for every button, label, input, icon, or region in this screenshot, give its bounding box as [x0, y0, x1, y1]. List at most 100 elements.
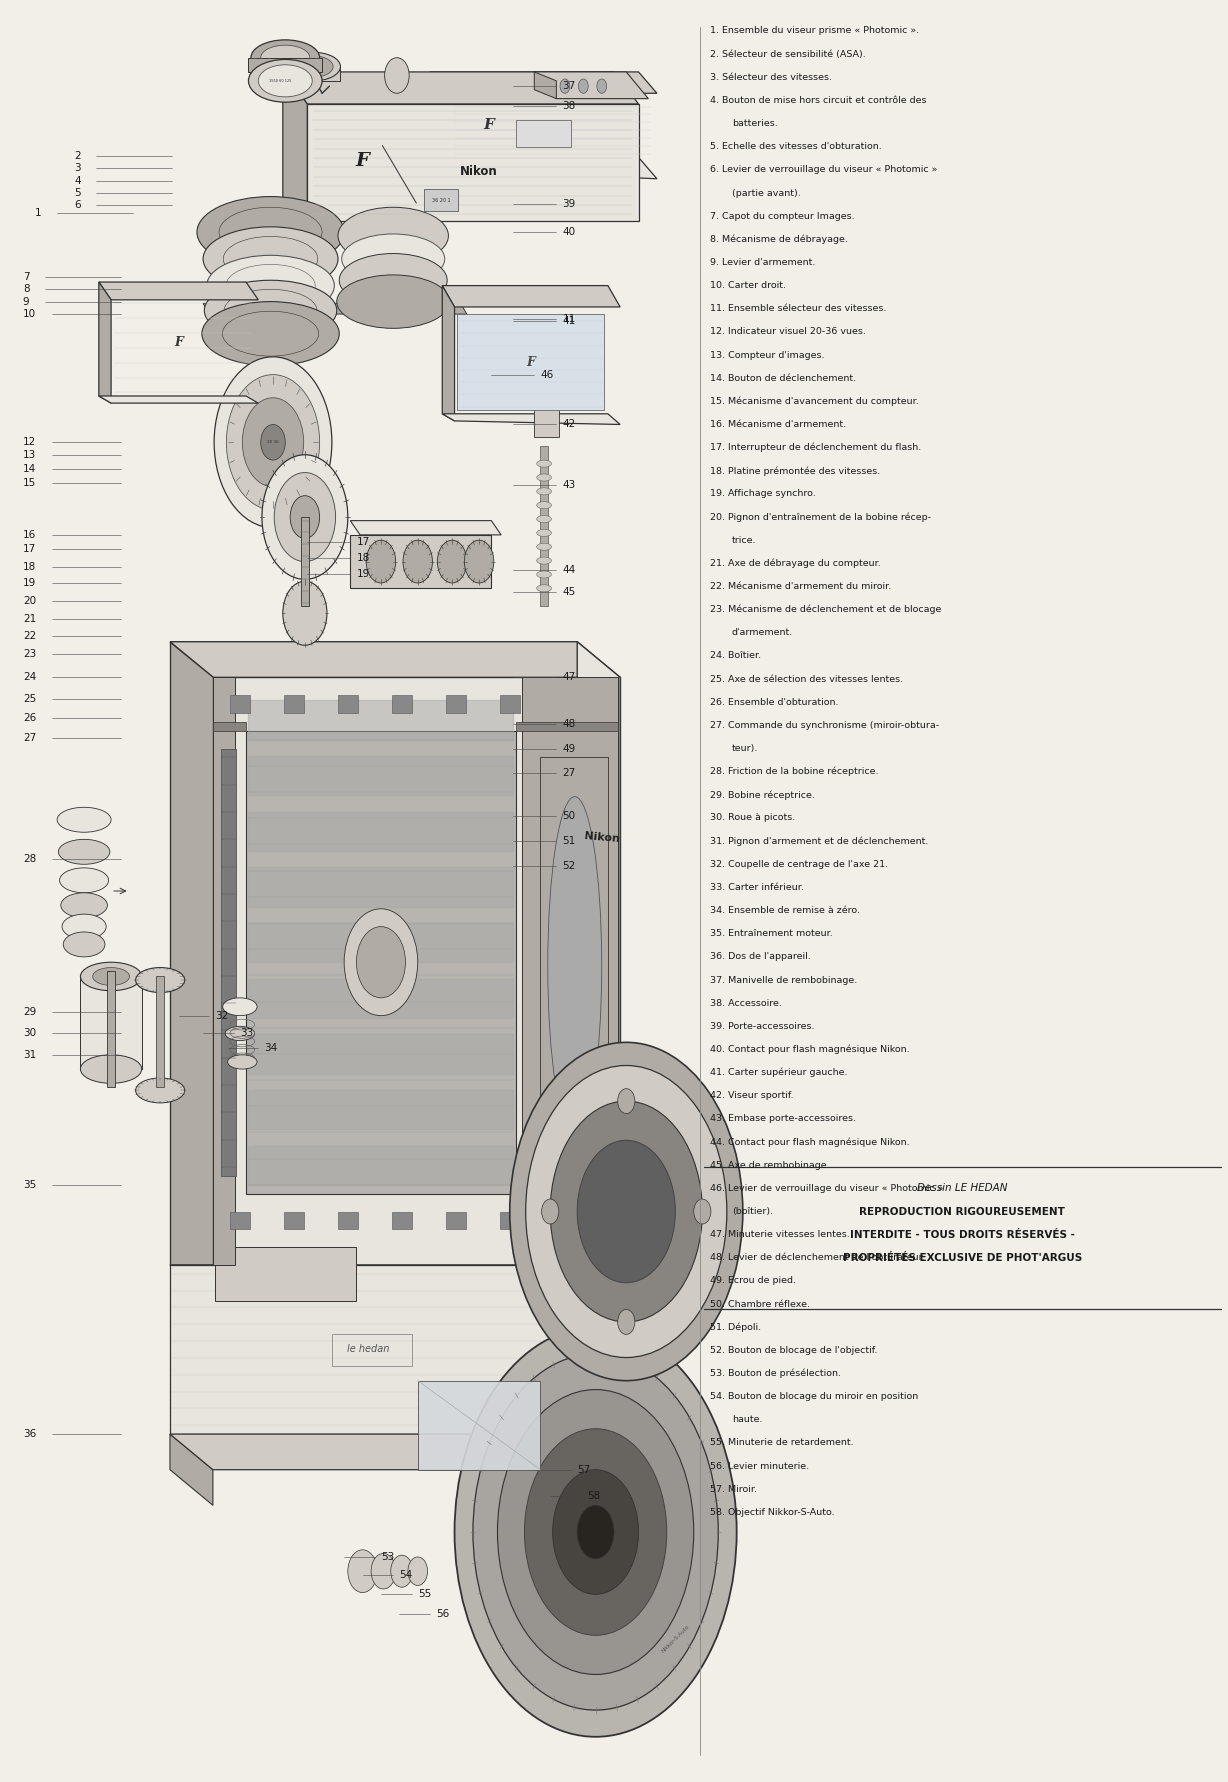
Ellipse shape	[336, 274, 449, 328]
Bar	[301, 517, 308, 606]
Text: 27. Commande du synchronisme (miroir-obtura-: 27. Commande du synchronisme (miroir-obt…	[710, 722, 938, 731]
Text: 18: 18	[356, 552, 370, 563]
Ellipse shape	[338, 207, 448, 264]
Text: 6: 6	[74, 200, 81, 210]
Polygon shape	[169, 1265, 577, 1435]
Bar	[540, 757, 608, 1185]
Text: 34: 34	[264, 1042, 278, 1053]
Circle shape	[391, 1556, 413, 1588]
Text: 1: 1	[36, 207, 42, 217]
Text: 50: 50	[562, 811, 576, 822]
Text: 55: 55	[418, 1590, 431, 1598]
Ellipse shape	[537, 529, 551, 536]
Text: 10. Carter droit.: 10. Carter droit.	[710, 282, 786, 290]
Polygon shape	[350, 520, 501, 535]
Text: 30: 30	[23, 1028, 36, 1039]
Ellipse shape	[80, 1055, 141, 1083]
Text: 37: 37	[562, 82, 576, 91]
Bar	[446, 695, 465, 713]
Text: 5: 5	[74, 187, 81, 198]
Circle shape	[344, 909, 418, 1016]
Ellipse shape	[58, 807, 111, 832]
Text: 26: 26	[23, 713, 36, 723]
Text: teur).: teur).	[732, 745, 758, 754]
Text: 39. Porte-accessoires.: 39. Porte-accessoires.	[710, 1021, 814, 1030]
Text: 5. Echelle des vitesses d'obturation.: 5. Echelle des vitesses d'obturation.	[710, 143, 882, 151]
Polygon shape	[350, 535, 491, 588]
Text: 17: 17	[356, 536, 370, 547]
Text: 21: 21	[23, 613, 36, 624]
Text: 7: 7	[23, 271, 29, 282]
Polygon shape	[534, 71, 648, 98]
Polygon shape	[169, 1435, 620, 1470]
Text: 37. Manivelle de rembobinage.: 37. Manivelle de rembobinage.	[710, 975, 857, 984]
Text: 18. Platine prémontée des vitesses.: 18. Platine prémontée des vitesses.	[710, 467, 880, 476]
Ellipse shape	[548, 797, 602, 1135]
Text: 34. Ensemble de remise à zéro.: 34. Ensemble de remise à zéro.	[710, 905, 860, 916]
Text: 58. Objectif Nikkor-S-Auto.: 58. Objectif Nikkor-S-Auto.	[710, 1508, 834, 1516]
Text: 28: 28	[23, 854, 36, 864]
Text: 6. Levier de verrouillage du viseur « Photomic »: 6. Levier de verrouillage du viseur « Ph…	[710, 166, 937, 175]
Text: 29: 29	[23, 1007, 36, 1018]
Ellipse shape	[537, 558, 551, 565]
Text: 18: 18	[23, 561, 36, 572]
Circle shape	[577, 1506, 614, 1559]
Text: F: F	[356, 151, 370, 169]
Text: 46. Levier de verrouillage du viseur « Photomic »: 46. Levier de verrouillage du viseur « P…	[710, 1183, 943, 1192]
Polygon shape	[286, 66, 340, 80]
Text: 2. Sélecteur de sensibilité (ASA).: 2. Sélecteur de sensibilité (ASA).	[710, 50, 866, 59]
Ellipse shape	[92, 968, 129, 985]
Text: 27: 27	[562, 768, 576, 779]
Circle shape	[618, 1310, 635, 1335]
Circle shape	[473, 1354, 718, 1711]
Text: 38: 38	[562, 102, 576, 110]
Bar	[392, 695, 411, 713]
Circle shape	[497, 1390, 694, 1675]
Circle shape	[356, 927, 405, 998]
Bar	[534, 405, 559, 437]
Text: 40. Contact pour flash magnésique Nikon.: 40. Contact pour flash magnésique Nikon.	[710, 1044, 909, 1055]
Ellipse shape	[225, 1026, 254, 1041]
Text: 43. Embase porte-accessoires.: 43. Embase porte-accessoires.	[710, 1114, 856, 1123]
Bar	[500, 1212, 519, 1230]
Ellipse shape	[59, 839, 109, 864]
Text: 15. Mécanisme d'avancement du compteur.: 15. Mécanisme d'avancement du compteur.	[710, 397, 919, 406]
Ellipse shape	[258, 64, 312, 96]
Text: 12: 12	[23, 437, 36, 447]
Text: 47. Minuterie vitesses lentes.: 47. Minuterie vitesses lentes.	[710, 1230, 850, 1238]
Text: 17. Interrupteur de déclenchement du flash.: 17. Interrupteur de déclenchement du fla…	[710, 444, 921, 453]
Text: 13: 13	[23, 449, 36, 460]
Text: 14: 14	[23, 463, 36, 474]
Text: haute.: haute.	[732, 1415, 763, 1424]
Text: 23: 23	[23, 649, 36, 659]
Ellipse shape	[260, 45, 309, 69]
Bar	[424, 189, 458, 210]
Text: F: F	[526, 356, 535, 369]
Text: batteries.: batteries.	[732, 119, 777, 128]
Circle shape	[510, 1042, 743, 1381]
Text: 7. Capot du compteur Images.: 7. Capot du compteur Images.	[710, 212, 855, 221]
Text: 44. Contact pour flash magnésique Nikon.: 44. Contact pour flash magnésique Nikon.	[710, 1137, 909, 1148]
Polygon shape	[442, 413, 620, 424]
Bar	[446, 1212, 465, 1230]
Ellipse shape	[339, 253, 447, 307]
Circle shape	[524, 1429, 667, 1636]
Text: 51: 51	[562, 836, 576, 846]
Text: 57. Miroir.: 57. Miroir.	[710, 1484, 756, 1493]
Ellipse shape	[222, 998, 257, 1016]
Polygon shape	[577, 642, 620, 1301]
Text: 24: 24	[23, 672, 36, 683]
Ellipse shape	[203, 226, 338, 290]
Bar	[221, 748, 236, 1176]
Text: 22. Mécanisme d'armement du miroir.: 22. Mécanisme d'armement du miroir.	[710, 583, 892, 592]
Text: F: F	[484, 118, 495, 132]
Text: 35: 35	[23, 1180, 36, 1190]
Polygon shape	[212, 677, 620, 1301]
Bar	[500, 695, 519, 713]
Circle shape	[464, 540, 494, 583]
Polygon shape	[418, 1381, 540, 1470]
Text: 14. Bouton de déclenchement.: 14. Bouton de déclenchement.	[710, 374, 856, 383]
Text: 53: 53	[381, 1552, 394, 1563]
Circle shape	[371, 1554, 395, 1590]
Text: 45: 45	[562, 586, 576, 597]
